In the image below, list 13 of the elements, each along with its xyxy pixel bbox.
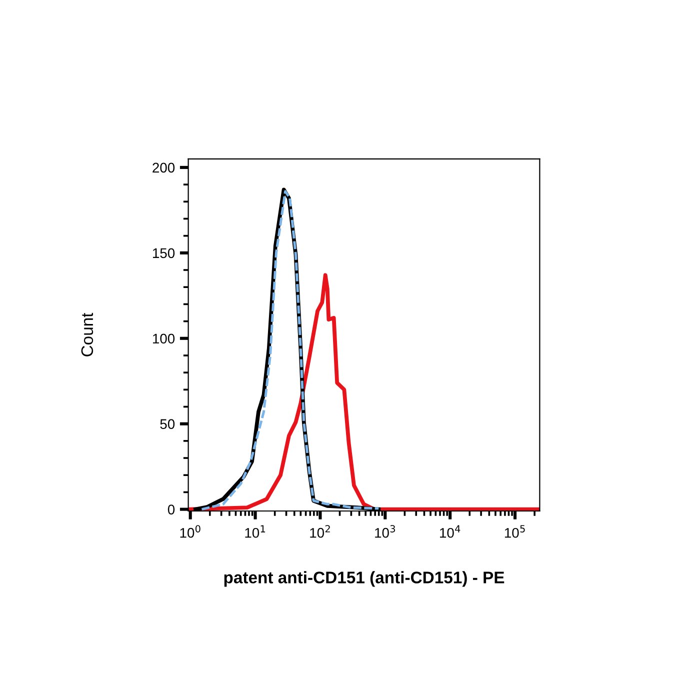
y-tick-label: 150 xyxy=(152,248,175,258)
y-tick-label: 0 xyxy=(168,504,175,514)
x-tick-label: 10$^{4}$ xyxy=(440,525,460,538)
x-axis-title: patent anti-CD151 (anti-CD151) - PE xyxy=(224,571,504,587)
y-tick-label: 200 xyxy=(152,162,175,173)
x-tick-label: 10$^{1}$ xyxy=(245,525,266,538)
x-tick-label: 10$^{0}$ xyxy=(180,525,200,538)
x-tick-label: 10$^{2}$ xyxy=(310,525,330,538)
y-axis-title: Count xyxy=(81,312,94,356)
y-tick-label: 100 xyxy=(152,334,175,344)
x-tick-label: 10$^{5}$ xyxy=(504,525,525,538)
x-tick-label: 10$^{3}$ xyxy=(375,525,396,538)
y-tick-label: 50 xyxy=(160,419,175,429)
